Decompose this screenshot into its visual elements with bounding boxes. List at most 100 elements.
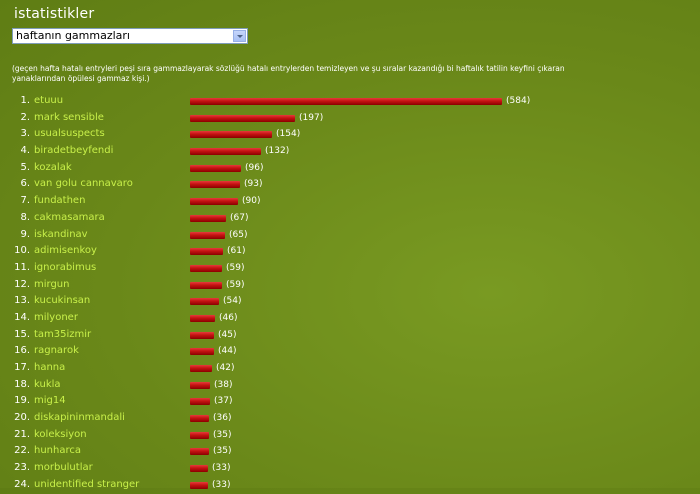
- user-link[interactable]: diskapininmandali: [34, 412, 125, 424]
- table-row: 5. kozalak (96): [0, 160, 700, 177]
- user-link[interactable]: kukla: [34, 378, 61, 390]
- rank-number: 11.: [14, 261, 30, 273]
- table-row: 11. ignorabimus (59): [0, 260, 700, 277]
- table-row: 22. hunharca (35): [0, 443, 700, 460]
- user-link[interactable]: hanna: [34, 362, 66, 373]
- user-link[interactable]: biradetbeyfendi: [34, 145, 114, 157]
- count-label: (33): [212, 479, 231, 490]
- user-link[interactable]: kucukinsan: [34, 295, 91, 307]
- table-row: 1. etuuu (584): [0, 93, 700, 110]
- count-label: (54): [223, 296, 242, 307]
- bar-mark: [190, 114, 295, 122]
- count-label: (197): [299, 112, 324, 123]
- rank-number: 16.: [14, 345, 30, 357]
- rank-number: 9.: [20, 228, 30, 240]
- rank-number: 2.: [20, 111, 30, 123]
- bar-mark: [190, 231, 225, 239]
- bar-mark: [190, 198, 238, 206]
- user-link[interactable]: usualsuspects: [34, 128, 105, 140]
- bar-mark: [190, 481, 208, 489]
- rank-number: 20.: [14, 412, 30, 424]
- table-row: 20. diskapininmandali (36): [0, 410, 700, 427]
- user-link[interactable]: adimisenkoy: [34, 245, 97, 257]
- bar-mark: [190, 448, 209, 456]
- rank-number: 4.: [20, 145, 30, 157]
- user-link[interactable]: iskandinav: [34, 228, 88, 240]
- rank-number: 13.: [14, 295, 30, 307]
- rank-number: 22.: [14, 445, 30, 457]
- count-label: (46): [219, 312, 238, 323]
- user-link[interactable]: hunharca: [34, 445, 81, 457]
- rank-number: 8.: [20, 211, 30, 223]
- bar-mark: [190, 314, 215, 322]
- count-label: (36): [213, 413, 232, 424]
- user-link[interactable]: cakmasamara: [34, 211, 105, 223]
- user-link[interactable]: mig14: [34, 395, 66, 407]
- user-link[interactable]: tam35izmir: [34, 328, 92, 340]
- table-row: 9. iskandinav (65): [0, 227, 700, 244]
- count-label: (42): [216, 363, 235, 373]
- count-label: (132): [265, 146, 290, 157]
- rank-number: 3.: [20, 128, 30, 140]
- rank-number: 21.: [14, 428, 30, 440]
- user-link[interactable]: mark sensible: [34, 111, 104, 123]
- bar-mark: [190, 415, 209, 423]
- rank-number: 15.: [14, 328, 30, 340]
- table-row: 8. cakmasamara (67): [0, 210, 700, 227]
- page-title: istatistikler: [14, 6, 95, 22]
- stats-type-dropdown[interactable]: haftanın gammazları: [12, 28, 248, 44]
- user-link[interactable]: ragnarok: [34, 345, 79, 357]
- dropdown-selected-value: haftanın gammazları: [16, 29, 130, 42]
- table-row: 18. kukla (38): [0, 377, 700, 394]
- user-link[interactable]: mirgun: [34, 278, 70, 290]
- count-label: (44): [218, 346, 237, 357]
- table-row: 6. van golu cannavaro (93): [0, 176, 700, 193]
- rank-number: 6.: [20, 178, 30, 190]
- count-label: (96): [245, 162, 264, 173]
- count-label: (154): [276, 129, 301, 140]
- count-label: (65): [229, 229, 248, 240]
- bar-mark: [190, 381, 210, 389]
- user-link[interactable]: morbulutlar: [34, 462, 93, 474]
- chevron-down-icon[interactable]: [233, 30, 246, 42]
- user-link[interactable]: kozalak: [34, 161, 72, 173]
- user-link[interactable]: etuuu: [34, 95, 64, 106]
- user-link[interactable]: ignorabimus: [34, 261, 97, 273]
- rank-number: 18.: [14, 378, 30, 390]
- table-row: 14. milyoner (46): [0, 310, 700, 327]
- bar-mark: [190, 148, 261, 156]
- bar-mark: [190, 365, 212, 372]
- user-link[interactable]: koleksiyon: [34, 428, 87, 440]
- bar-mark: [190, 131, 272, 139]
- table-row: 24. unidentified stranger (33): [0, 477, 700, 494]
- count-label: (45): [218, 329, 237, 340]
- bar-mark: [190, 164, 241, 172]
- count-label: (35): [213, 429, 232, 440]
- rank-number: 7.: [20, 195, 30, 207]
- bar-mark: [190, 264, 222, 272]
- ranking-list: 1. etuuu (584) 2. mark sensible (197) 3. usuals…: [0, 93, 700, 494]
- count-label: (67): [230, 212, 249, 223]
- table-row: 4. biradetbeyfendi (132): [0, 143, 700, 160]
- user-link[interactable]: unidentified stranger: [34, 478, 140, 490]
- rank-number: 17.: [14, 362, 30, 373]
- table-row: 2. mark sensible (197): [0, 110, 700, 127]
- rank-number: 23.: [14, 462, 30, 474]
- bar-mark: [190, 331, 214, 339]
- rank-number: 12.: [14, 278, 30, 290]
- count-label: (59): [226, 279, 245, 290]
- count-label: (37): [214, 396, 233, 407]
- table-row: 13. kucukinsan (54): [0, 293, 700, 310]
- user-link[interactable]: van golu cannavaro: [34, 178, 133, 190]
- user-link[interactable]: fundathen: [34, 195, 86, 207]
- user-link[interactable]: milyoner: [34, 311, 78, 323]
- table-row: 19. mig14 (37): [0, 393, 700, 410]
- rank-number: 19.: [14, 395, 30, 407]
- count-label: (584): [506, 96, 531, 106]
- bar-mark: [190, 398, 210, 406]
- bar-mark: [190, 465, 208, 473]
- rank-number: 10.: [14, 245, 30, 257]
- count-label: (61): [227, 246, 246, 257]
- rank-number: 5.: [20, 161, 30, 173]
